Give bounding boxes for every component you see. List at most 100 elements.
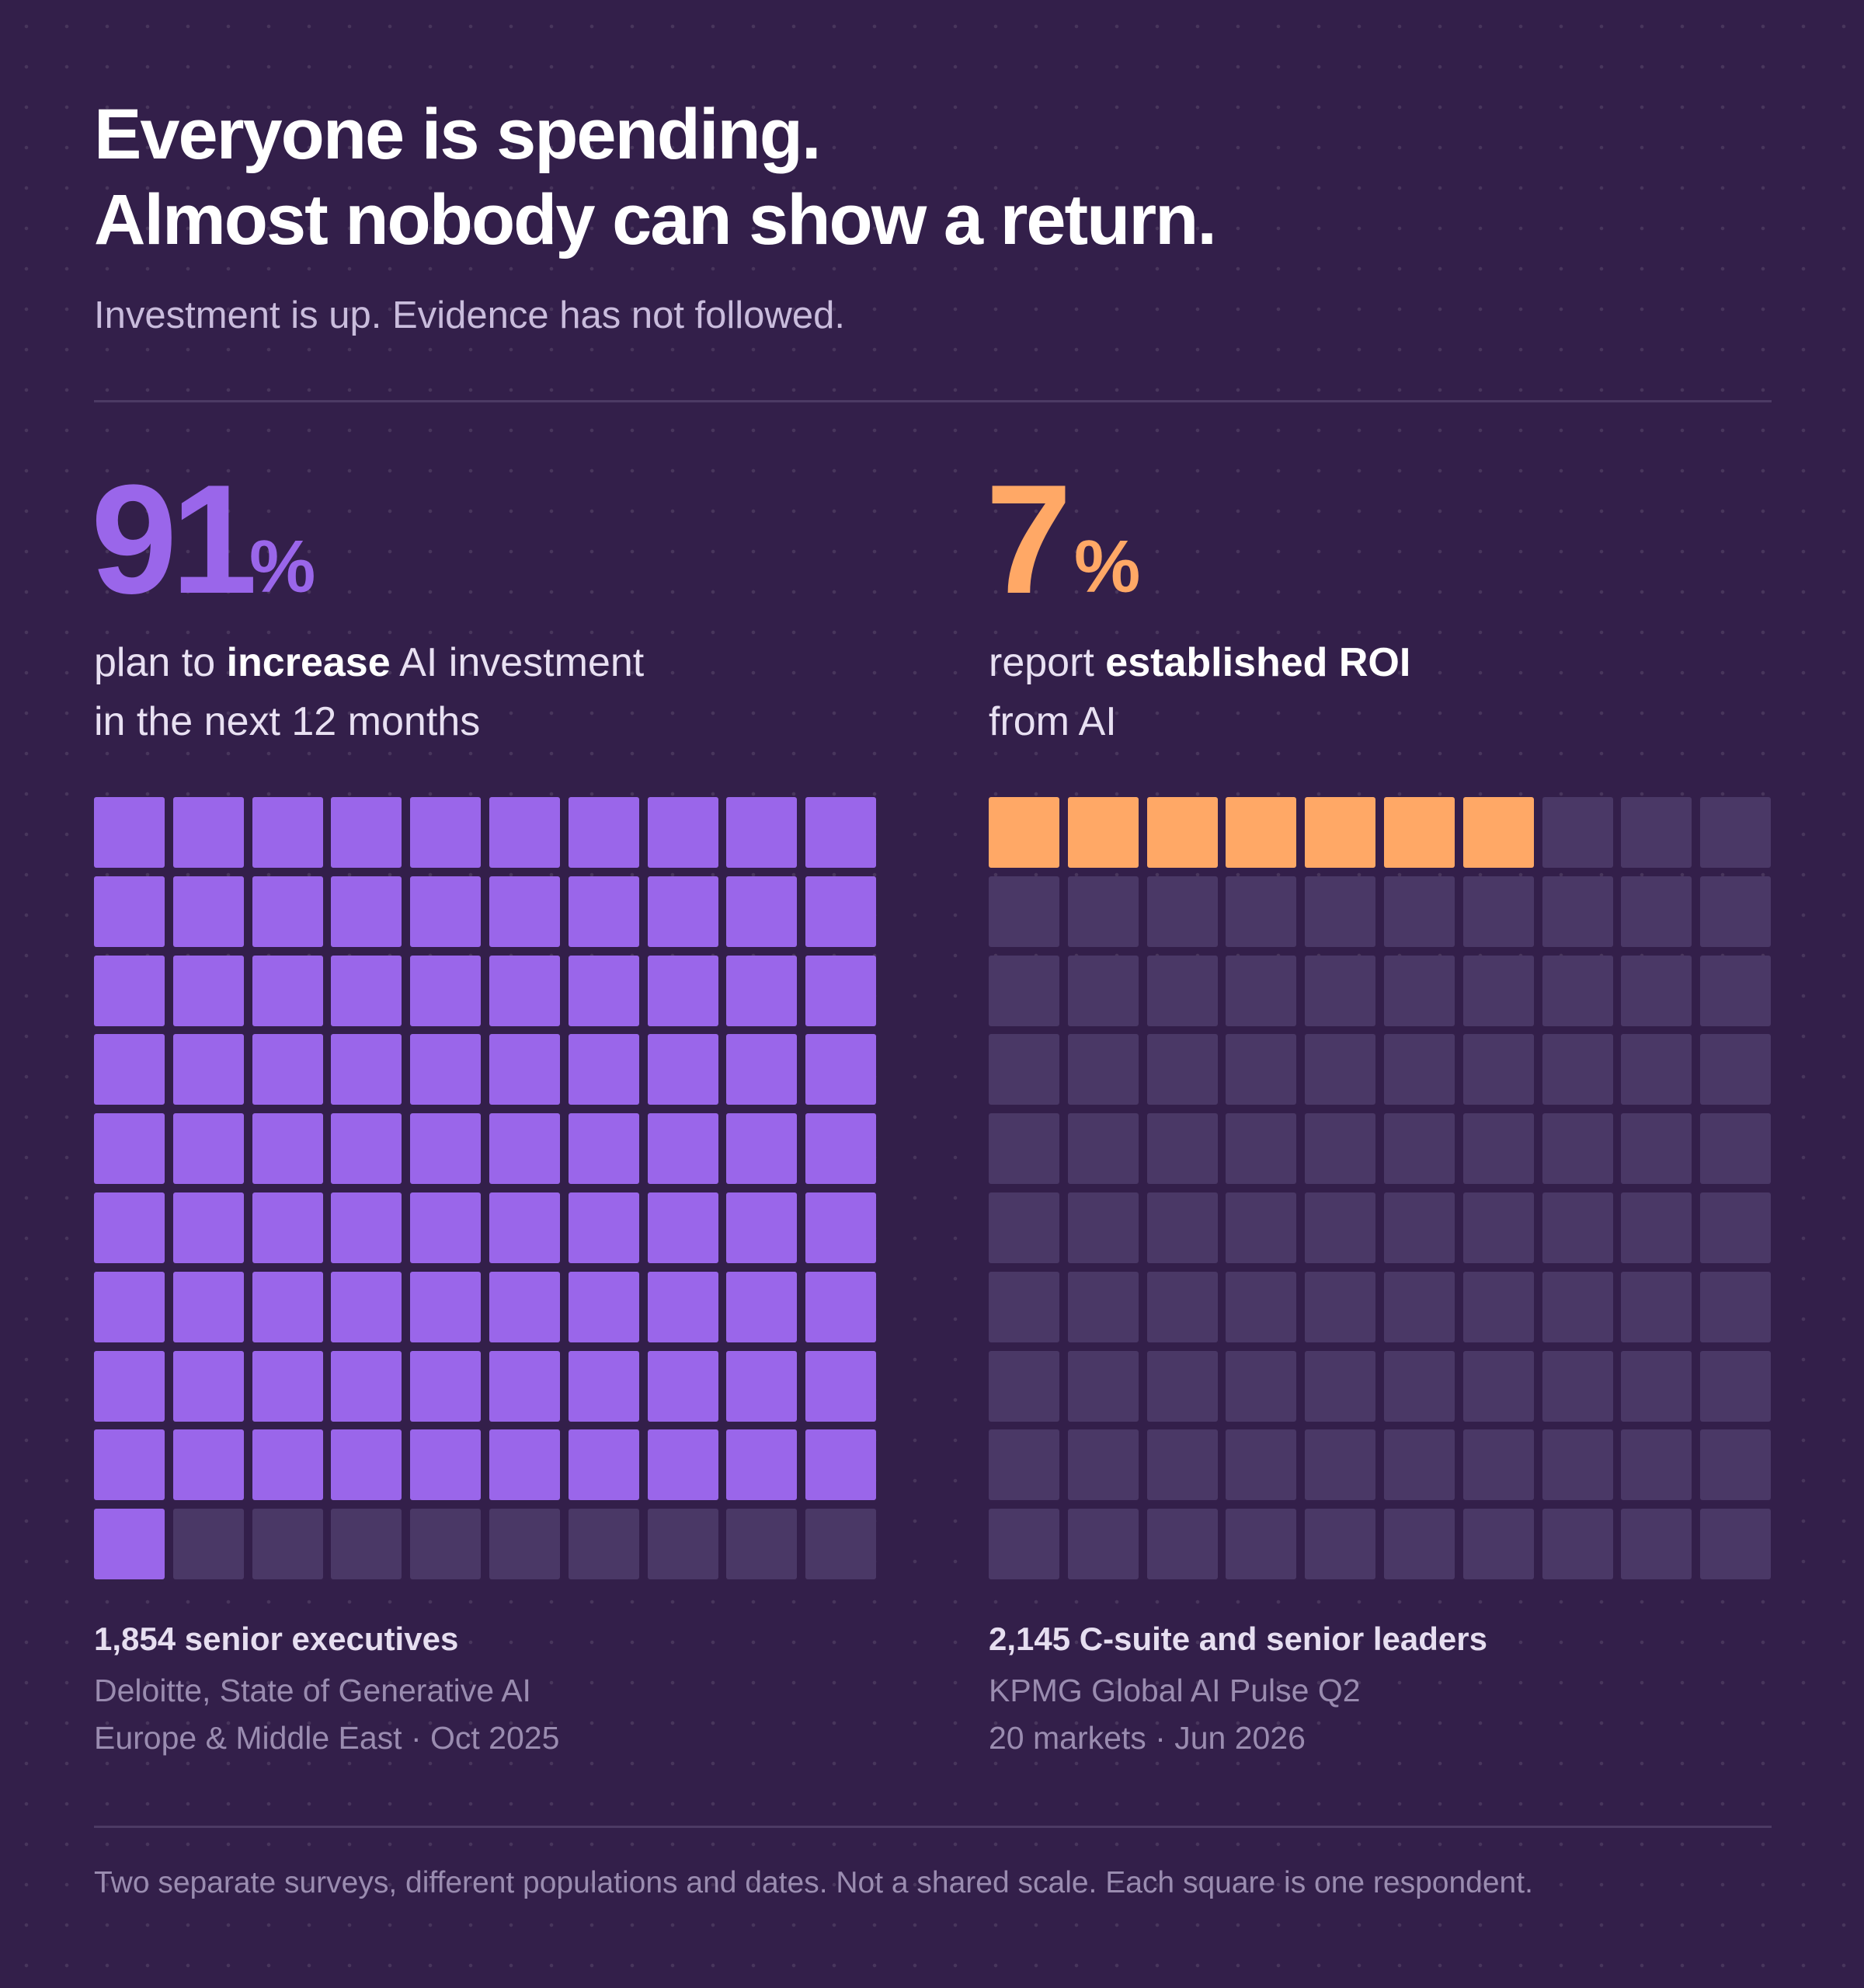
waffle-cell-empty [1463,1113,1534,1184]
waffle-cell-filled [569,956,639,1026]
waffle-cell-filled [252,797,323,868]
waffle-cell-empty [1463,1272,1534,1342]
waffle-cell-filled [94,1034,165,1105]
waffle-cell-empty [1226,1429,1296,1500]
waffle-cell-filled [410,1429,481,1500]
waffle-cell-filled [1068,797,1139,868]
waffle-cell-empty [1621,1429,1692,1500]
bottom-divider [94,1826,1772,1828]
waffle-cell-empty [989,1429,1059,1500]
waffle-cell-filled [1147,797,1218,868]
roi-desc-pre: report [989,640,1106,685]
waffle-cell-filled [648,1272,718,1342]
waffle-cell-empty [410,1509,481,1579]
investment-stat: 91 % [91,453,876,626]
waffle-cell-filled [805,797,876,868]
waffle-cell-empty [1384,1113,1455,1184]
waffle-cell-empty [1384,876,1455,947]
roi-sample: 2,145 C-suite and senior leaders [989,1621,1487,1657]
waffle-cell-empty [1384,1192,1455,1263]
waffle-cell-empty [1621,797,1692,868]
investment-desc-pre: plan to [94,640,227,685]
waffle-cell-filled [1463,797,1534,868]
waffle-cell-filled [410,1272,481,1342]
investment-source-1: Deloitte, State of Generative AI [94,1673,531,1708]
waffle-cell-filled [726,1113,797,1184]
waffle-cell-empty [648,1509,718,1579]
waffle-cell-empty [1700,1429,1771,1500]
waffle-cell-filled [331,1429,402,1500]
waffle-cell-filled [726,956,797,1026]
waffle-cell-empty [1463,876,1534,947]
waffle-cell-filled [569,1113,639,1184]
investment-waffle-chart [94,797,876,1579]
waffle-cell-filled [252,876,323,947]
waffle-cell-filled [648,1192,718,1263]
roi-desc-bold: established ROI [1105,640,1411,685]
waffle-cell-empty [989,956,1059,1026]
title-line-1: Everyone is spending. [94,95,822,174]
waffle-cell-filled [173,956,244,1026]
waffle-cell-empty [1700,797,1771,868]
waffle-cell-empty [1305,1509,1375,1579]
waffle-cell-filled [489,1351,560,1422]
waffle-cell-empty [173,1509,244,1579]
investment-stat-unit: % [249,525,316,608]
waffle-cell-empty [1621,1113,1692,1184]
waffle-cell-empty [1305,1192,1375,1263]
waffle-cell-filled [173,1192,244,1263]
waffle-cell-empty [1700,1272,1771,1342]
waffle-cell-empty [989,1272,1059,1342]
roi-stat: 7 % [986,462,1771,621]
waffle-cell-filled [94,956,165,1026]
waffle-cell-filled [805,1272,876,1342]
waffle-cell-empty [1068,1429,1139,1500]
waffle-cell-filled [489,956,560,1026]
waffle-cell-filled [410,1351,481,1422]
waffle-cell-filled [252,1351,323,1422]
waffle-cell-empty [1147,876,1218,947]
waffle-cell-filled [173,876,244,947]
waffle-cell-filled [726,797,797,868]
waffle-cell-empty [1068,1351,1139,1422]
waffle-cell-empty [1068,1034,1139,1105]
waffle-cell-filled [1384,797,1455,868]
waffle-cell-empty [1700,1113,1771,1184]
waffle-cell-empty [1621,1351,1692,1422]
waffle-cell-empty [1305,1429,1375,1500]
waffle-cell-empty [1621,1272,1692,1342]
investment-source-2: Europe & Middle East · Oct 2025 [94,1720,560,1756]
waffle-cell-filled [648,1034,718,1105]
waffle-cell-empty [1068,1192,1139,1263]
waffle-cell-filled [489,1113,560,1184]
waffle-cell-empty [1226,876,1296,947]
waffle-cell-filled [331,797,402,868]
waffle-cell-filled [252,1192,323,1263]
waffle-cell-filled [252,1113,323,1184]
investment-meta: 1,854 senior executives Deloitte, State … [94,1616,559,1762]
waffle-cell-empty [331,1509,402,1579]
waffle-cell-empty [1542,1351,1613,1422]
investment-stat-value: 91 [91,453,257,626]
waffle-cell-empty [1463,1351,1534,1422]
waffle-cell-empty [1463,956,1534,1026]
waffle-cell-filled [173,1272,244,1342]
waffle-cell-empty [1542,1113,1613,1184]
roi-stat-unit: % [1074,525,1141,608]
waffle-cell-filled [410,1034,481,1105]
waffle-cell-empty [989,1192,1059,1263]
waffle-cell-empty [489,1509,560,1579]
waffle-cell-empty [1226,1113,1296,1184]
waffle-cell-filled [173,1113,244,1184]
waffle-cell-filled [410,797,481,868]
waffle-cell-empty [1542,1429,1613,1500]
waffle-cell-empty [1463,1192,1534,1263]
waffle-cell-empty [1621,1509,1692,1579]
waffle-cell-empty [1147,1509,1218,1579]
waffle-cell-filled [805,1192,876,1263]
waffle-cell-empty [1542,956,1613,1026]
waffle-cell-filled [1305,797,1375,868]
title-line-2: Almost nobody can show a return. [94,180,1217,259]
waffle-cell-filled [410,1113,481,1184]
waffle-cell-empty [1226,1192,1296,1263]
